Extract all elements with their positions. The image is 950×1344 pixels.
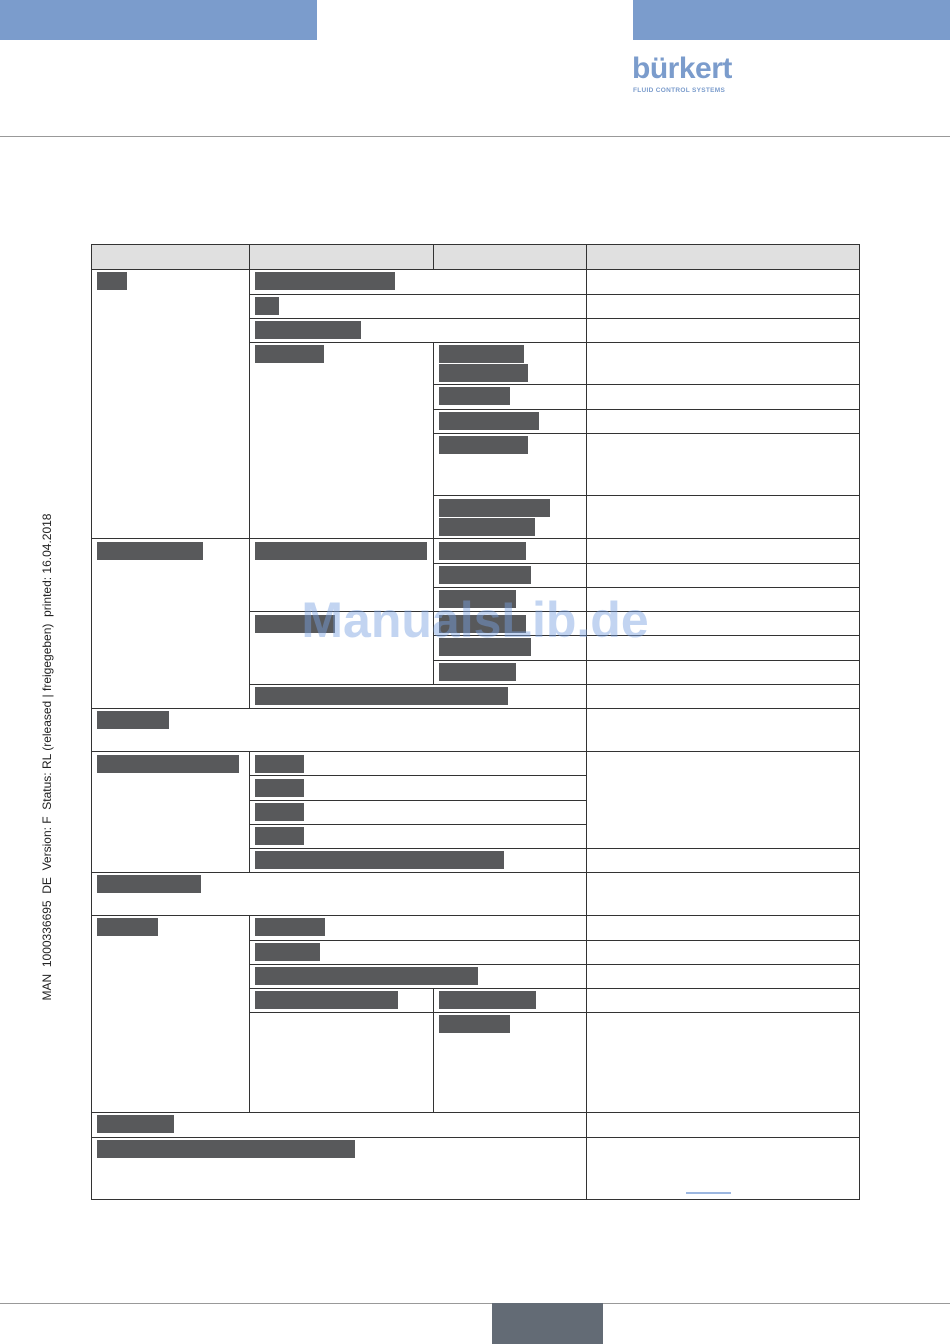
redacted-text [255,967,478,985]
table-cell [586,269,860,295]
redacted-text [255,687,508,705]
table-cell [586,684,860,709]
redacted-text [255,615,335,633]
redacted-text [255,991,398,1009]
table-cell [91,269,250,539]
table-cell [586,964,860,989]
page-tab [492,1303,603,1344]
table-cell [586,318,860,343]
table-cell [249,294,587,319]
table-cell [586,708,860,752]
redacted-text [439,364,528,382]
redacted-text [439,436,528,454]
redacted-text [97,272,127,290]
table-cell [586,294,860,319]
table-cell [586,848,860,873]
redacted-text [439,1015,510,1033]
redacted-text [97,1115,174,1133]
header-bar [0,0,317,40]
redacted-text [97,542,203,560]
table-cell [586,433,860,496]
redacted-text [439,663,516,681]
table-cell [586,1137,860,1200]
table-cell [586,915,860,941]
table-cell [586,384,860,410]
table-cell [586,409,860,434]
table-cell [433,244,587,270]
table-cell [586,1012,860,1113]
table-cell [249,1012,434,1113]
redacted-text [439,387,510,405]
redacted-text [439,566,531,584]
redacted-text [97,711,169,729]
redacted-text [439,345,524,363]
redacted-text [439,499,550,517]
table-cell [586,538,860,564]
redacted-text [255,943,320,961]
redacted-text [439,590,516,608]
table-cell [586,563,860,588]
redacted-text [439,615,526,633]
table-cell [586,872,860,916]
table-cell [249,342,434,539]
redacted-text [255,918,325,936]
redacted-text [97,875,201,893]
table-cell [91,915,250,1113]
redacted-text [255,297,279,315]
redacted-text [439,412,539,430]
table-cell [249,244,434,270]
redacted-text [255,542,427,560]
redacted-text [439,638,531,656]
redacted-text [97,1140,355,1158]
table-cell [586,342,860,385]
redacted-text [255,827,304,845]
logo-tagline: FLUID CONTROL SYSTEMS [633,87,726,94]
redacted-text [255,779,304,797]
redacted-text [255,851,504,869]
redacted-text [255,272,395,290]
logo-brand: bürkert [632,52,732,85]
header-rule [0,136,950,137]
table-cell [586,988,860,1013]
watermark: ManualsLib.de [301,592,649,648]
redacted-text [255,321,361,339]
table-cell [586,244,860,270]
table-cell [586,660,860,685]
redacted-text [255,345,324,363]
redacted-text [439,991,536,1009]
table-cell [586,495,860,539]
table-cell [586,940,860,965]
footer-rule [0,1303,950,1304]
redacted-text [439,542,526,560]
redacted-text [97,918,158,936]
table-cell [586,1112,860,1138]
table-cell [586,751,860,849]
redacted-text [97,755,239,773]
header-bar [633,0,950,40]
redacted-text [439,518,535,536]
redacted-text [255,803,304,821]
table-cell [91,244,250,270]
table-cell [91,538,250,709]
redacted-text [255,755,304,773]
